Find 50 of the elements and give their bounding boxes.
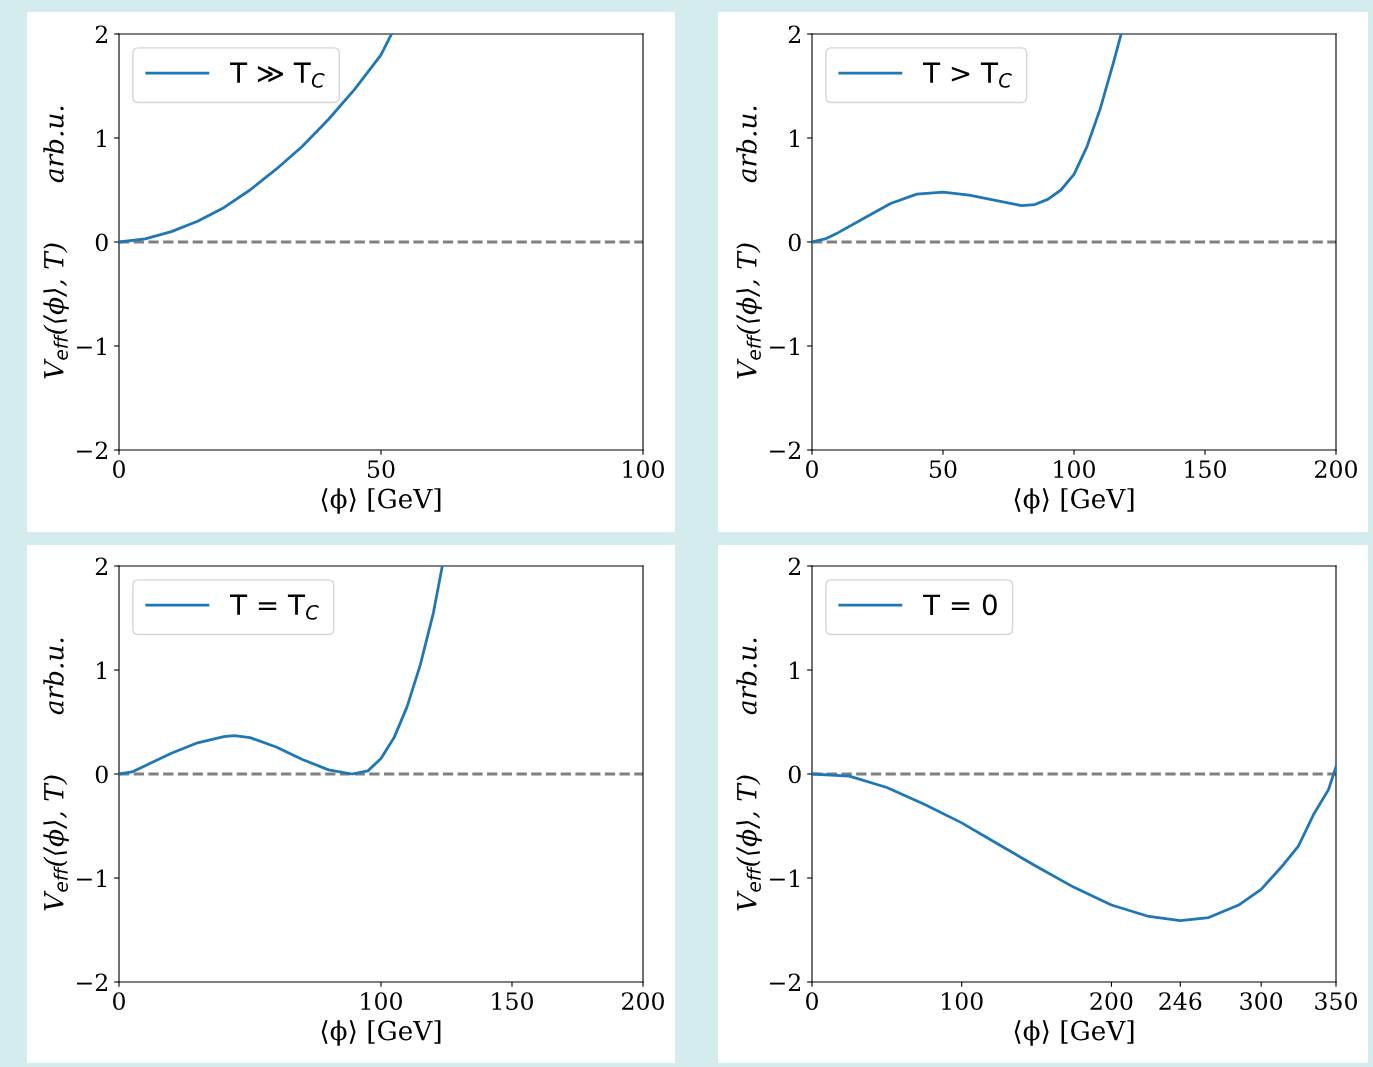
y-tick-label: 2 [788, 557, 800, 575]
x-tick-label: 100 [1054, 460, 1095, 478]
y-tick-label: −1 [76, 869, 106, 887]
y-tick-label: 1 [790, 129, 799, 147]
x-tick-label: 0 [113, 992, 125, 1010]
x-tick-label: 100 [942, 992, 983, 1010]
legend-label: T = T$_{C}$ [230, 594, 319, 620]
y-axis-title: V$_{eff}$(⟨ϕ⟩, T) arb.u. [736, 106, 762, 379]
y-tick-label: 2 [95, 557, 107, 575]
x-tick-label: 50 [367, 460, 395, 478]
y-tick-label: −2 [76, 441, 107, 459]
x-tick-label: 0 [806, 460, 818, 478]
y-tick-label: 1 [97, 129, 106, 147]
y-tick-label: 0 [95, 765, 108, 784]
y-tick-label: −2 [769, 973, 800, 991]
y-axis-title: V$_{eff}$(⟨ϕ⟩, T) arb.u. [736, 638, 762, 911]
x-tick-label: 100 [361, 992, 402, 1010]
legend-label: T = 0 [923, 594, 997, 616]
x-axis-title: ⟨ϕ⟩ [GeV] [1014, 1020, 1134, 1046]
y-tick-label: −1 [76, 337, 106, 355]
y-tick-label: −1 [769, 337, 799, 355]
x-tick-label: 200 [1315, 460, 1357, 478]
x-axis-title: ⟨ϕ⟩ [GeV] [321, 488, 441, 514]
x-tick-label: 100 [623, 460, 664, 478]
y-axis-title: V$_{eff}$(⟨ϕ⟩, T) arb.u. [43, 638, 69, 911]
y-tick-label: 2 [95, 25, 107, 43]
y-tick-label: 1 [790, 661, 799, 679]
x-tick-label: 50 [929, 460, 957, 478]
x-tick-label: 0 [806, 992, 818, 1010]
x-tick-label: 150 [492, 992, 533, 1010]
x-tick-label: 300 [1240, 992, 1283, 1010]
y-tick-label: 2 [788, 25, 800, 43]
y-tick-label: 0 [95, 233, 108, 252]
x-tick-label: 200 [622, 992, 664, 1010]
y-axis-title: V$_{eff}$(⟨ϕ⟩, T) arb.u. [43, 106, 69, 379]
x-tick-label: 350 [1315, 992, 1357, 1010]
y-tick-label: −1 [769, 869, 799, 887]
x-tick-label: 150 [1185, 460, 1226, 478]
legend-label: T ≫ T$_{C}$ [230, 62, 325, 88]
legend-label: T > T$_{C}$ [923, 62, 1012, 88]
x-axis-title: ⟨ϕ⟩ [GeV] [321, 1020, 441, 1046]
y-tick-label: 1 [97, 661, 106, 679]
y-tick-label: −2 [76, 973, 107, 991]
x-tick-label: 246 [1159, 992, 1202, 1010]
x-tick-label: 0 [113, 460, 125, 478]
x-axis-title: ⟨ϕ⟩ [GeV] [1014, 488, 1134, 514]
x-tick-label: 200 [1090, 992, 1133, 1010]
y-tick-label: −2 [769, 441, 800, 459]
y-tick-label: 0 [788, 765, 801, 784]
y-tick-label: 0 [788, 233, 801, 252]
